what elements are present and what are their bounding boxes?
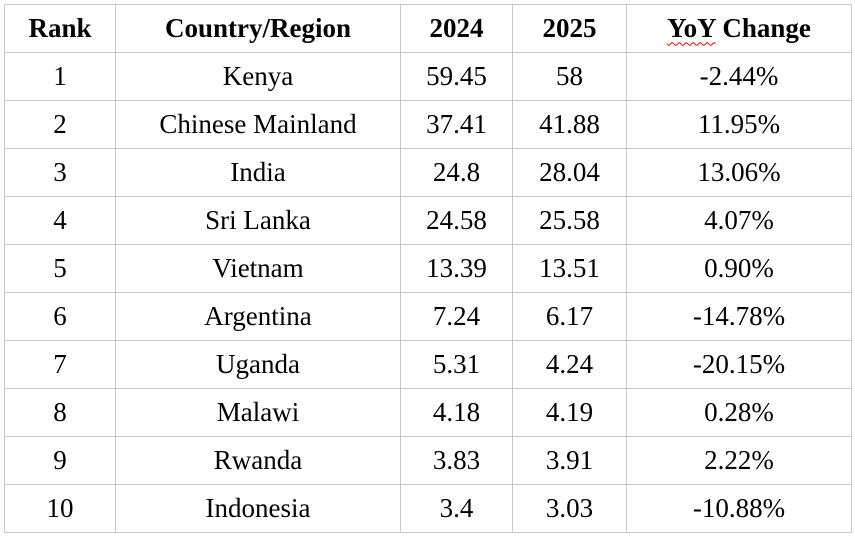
- cell-2024: 59.45: [400, 52, 513, 101]
- table-row: 2 Chinese Mainland 37.41 41.88 11.95%: [4, 100, 852, 149]
- cell-yoy-change: 2.22%: [626, 436, 852, 485]
- cell-2024: 24.8: [400, 148, 513, 197]
- cell-yoy-change: -2.44%: [626, 52, 852, 101]
- cell-2025: 6.17: [512, 292, 627, 341]
- cell-2024: 24.58: [400, 196, 513, 245]
- cell-2024: 13.39: [400, 244, 513, 293]
- column-header-2025: 2025: [512, 4, 627, 53]
- cell-country-region: Chinese Mainland: [115, 100, 401, 149]
- table-body: 1 Kenya 59.45 58 -2.44% 2 Chinese Mainland 37.4…: [4, 52, 852, 533]
- cell-country-region: India: [115, 148, 401, 197]
- yoy-word-with-spellcheck-underline: YoY: [667, 12, 716, 43]
- cell-country-region: Sri Lanka: [115, 196, 401, 245]
- table-row: 4 Sri Lanka 24.58 25.58 4.07%: [4, 196, 852, 245]
- cell-2024: 3.83: [400, 436, 513, 485]
- cell-country-region: Rwanda: [115, 436, 401, 485]
- yoy-change-rest-text: Change: [715, 12, 811, 43]
- table-row: 3 India 24.8 28.04 13.06%: [4, 148, 852, 197]
- column-header-yoy-change: YoY Change: [626, 4, 852, 53]
- cell-yoy-change: 13.06%: [626, 148, 852, 197]
- ranking-table: Rank Country/Region 2024 2025 YoY Change…: [4, 4, 852, 533]
- table-row: 5 Vietnam 13.39 13.51 0.90%: [4, 244, 852, 293]
- table-header-row: Rank Country/Region 2024 2025 YoY Change: [4, 4, 852, 53]
- cell-yoy-change: -14.78%: [626, 292, 852, 341]
- table-row: 9 Rwanda 3.83 3.91 2.22%: [4, 436, 852, 485]
- cell-rank: 2: [4, 100, 116, 149]
- cell-2025: 28.04: [512, 148, 627, 197]
- cell-2024: 37.41: [400, 100, 513, 149]
- cell-country-region: Vietnam: [115, 244, 401, 293]
- cell-yoy-change: 4.07%: [626, 196, 852, 245]
- cell-rank: 3: [4, 148, 116, 197]
- cell-yoy-change: 11.95%: [626, 100, 852, 149]
- cell-2024: 3.4: [400, 484, 513, 533]
- cell-rank: 5: [4, 244, 116, 293]
- cell-2025: 3.91: [512, 436, 627, 485]
- cell-country-region: Uganda: [115, 340, 401, 389]
- cell-2025: 13.51: [512, 244, 627, 293]
- cell-yoy-change: 0.90%: [626, 244, 852, 293]
- cell-country-region: Indonesia: [115, 484, 401, 533]
- cell-country-region: Malawi: [115, 388, 401, 437]
- cell-rank: 4: [4, 196, 116, 245]
- cell-country-region: Argentina: [115, 292, 401, 341]
- table-row: 7 Uganda 5.31 4.24 -20.15%: [4, 340, 852, 389]
- table-row: 10 Indonesia 3.4 3.03 -10.88%: [4, 484, 852, 533]
- table-row: 1 Kenya 59.45 58 -2.44%: [4, 52, 852, 101]
- cell-yoy-change: -10.88%: [626, 484, 852, 533]
- cell-rank: 8: [4, 388, 116, 437]
- cell-2024: 7.24: [400, 292, 513, 341]
- column-header-country-region: Country/Region: [115, 4, 401, 53]
- cell-rank: 1: [4, 52, 116, 101]
- cell-yoy-change: 0.28%: [626, 388, 852, 437]
- cell-2024: 5.31: [400, 340, 513, 389]
- table-row: 8 Malawi 4.18 4.19 0.28%: [4, 388, 852, 437]
- cell-2024: 4.18: [400, 388, 513, 437]
- cell-2025: 58: [512, 52, 627, 101]
- cell-2025: 25.58: [512, 196, 627, 245]
- table-row: 6 Argentina 7.24 6.17 -14.78%: [4, 292, 852, 341]
- cell-2025: 4.19: [512, 388, 627, 437]
- cell-2025: 4.24: [512, 340, 627, 389]
- cell-rank: 6: [4, 292, 116, 341]
- cell-2025: 3.03: [512, 484, 627, 533]
- cell-rank: 10: [4, 484, 116, 533]
- cell-rank: 7: [4, 340, 116, 389]
- cell-2025: 41.88: [512, 100, 627, 149]
- cell-rank: 9: [4, 436, 116, 485]
- column-header-2024: 2024: [400, 4, 513, 53]
- cell-yoy-change: -20.15%: [626, 340, 852, 389]
- cell-country-region: Kenya: [115, 52, 401, 101]
- column-header-rank: Rank: [4, 4, 116, 53]
